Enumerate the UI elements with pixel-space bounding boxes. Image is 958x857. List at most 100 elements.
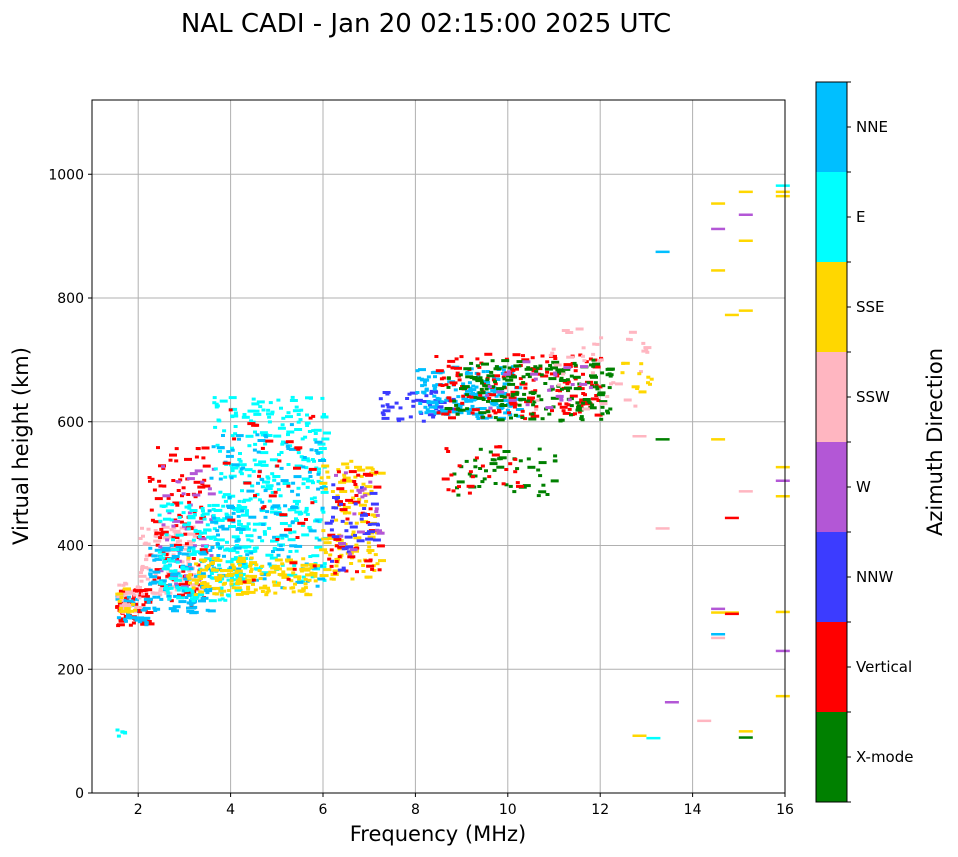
echo-point [353, 483, 358, 486]
echo-point [239, 472, 244, 476]
echo-point [468, 470, 473, 474]
echo-point [460, 401, 465, 405]
echo-point [366, 521, 371, 525]
echo-point [451, 489, 456, 493]
echo-point [628, 338, 633, 342]
echo-point [136, 608, 141, 611]
echo-point [599, 336, 604, 340]
echo-point [141, 534, 145, 538]
echo-point [628, 330, 637, 334]
echo-point [475, 364, 480, 368]
echo-point [276, 553, 281, 557]
echo-point [171, 548, 180, 552]
echo-point [429, 389, 438, 393]
echo-point [256, 450, 261, 454]
echo-point [290, 521, 295, 525]
echo-point [496, 387, 505, 391]
echo-point [277, 426, 286, 430]
echo-point [374, 510, 379, 513]
echo-point [240, 489, 244, 493]
echo-point [523, 386, 528, 390]
echo-point [258, 460, 267, 464]
echo-point [313, 438, 318, 442]
echo-point [223, 475, 228, 479]
echo-point [313, 500, 318, 503]
echo-point [418, 402, 423, 405]
echo-segment [632, 435, 647, 438]
echo-point [229, 579, 234, 583]
echo-point [141, 592, 145, 596]
echo-point [259, 586, 267, 590]
echo-point [211, 514, 216, 518]
echo-point [288, 531, 293, 535]
echo-point [594, 394, 599, 397]
echo-point [306, 421, 311, 425]
echo-point [252, 448, 257, 452]
echo-point [345, 466, 350, 470]
echo-point [259, 431, 268, 435]
echo-point [516, 360, 525, 364]
echo-point [276, 581, 281, 585]
echo-point [317, 442, 326, 446]
echo-point [125, 599, 134, 603]
echo-point [509, 402, 518, 406]
echo-point [225, 540, 229, 544]
echo-point [444, 447, 449, 451]
echo-point [427, 409, 436, 413]
echo-point [295, 493, 300, 497]
echo-segment [775, 190, 790, 194]
echo-point [198, 551, 202, 555]
echo-point [489, 370, 494, 374]
echo-point [193, 480, 202, 484]
echo-point [247, 409, 256, 413]
echo-point [212, 396, 217, 400]
echo-point [220, 574, 225, 578]
echo-point [331, 577, 336, 581]
echo-point [307, 578, 312, 582]
echo-point [275, 538, 280, 541]
echo-point [165, 589, 170, 593]
echo-point [360, 495, 365, 499]
echo-point [140, 568, 144, 572]
echo-point [174, 588, 179, 592]
echo-point [581, 346, 586, 350]
echo-point [511, 368, 516, 372]
echo-point [482, 380, 487, 384]
echo-point [621, 361, 630, 365]
echo-point [498, 456, 507, 460]
echo-point [210, 546, 215, 549]
echo-point [171, 479, 176, 482]
echo-point [364, 575, 373, 579]
echo-point [323, 487, 328, 491]
echo-point [152, 558, 157, 562]
echo-point [346, 550, 351, 554]
echo-point [219, 472, 224, 476]
echo-point [545, 493, 550, 496]
echo-point [292, 499, 301, 503]
echo-point [294, 549, 299, 553]
echo-point [192, 513, 197, 517]
echo-point [286, 463, 291, 466]
echo-point [273, 547, 278, 551]
echo-point [131, 602, 135, 606]
echo-point [508, 398, 517, 402]
echo-point [280, 562, 285, 566]
echo-point [482, 384, 491, 388]
colorbar-swatch [816, 82, 847, 172]
echo-point [165, 538, 170, 542]
echo-point [430, 400, 439, 404]
echo-point [154, 568, 163, 572]
echo-point [347, 555, 356, 559]
echo-point [228, 408, 233, 412]
colorbar-swatch [816, 532, 847, 622]
echo-point [253, 423, 258, 427]
echo-point [623, 398, 632, 402]
echo-point [362, 532, 371, 535]
echo-point [264, 487, 273, 491]
echo-point [175, 586, 180, 590]
echo-point [449, 473, 454, 477]
echo-point [303, 586, 308, 590]
echo-point [194, 562, 199, 566]
echo-point [491, 385, 496, 389]
echo-point [154, 557, 163, 561]
